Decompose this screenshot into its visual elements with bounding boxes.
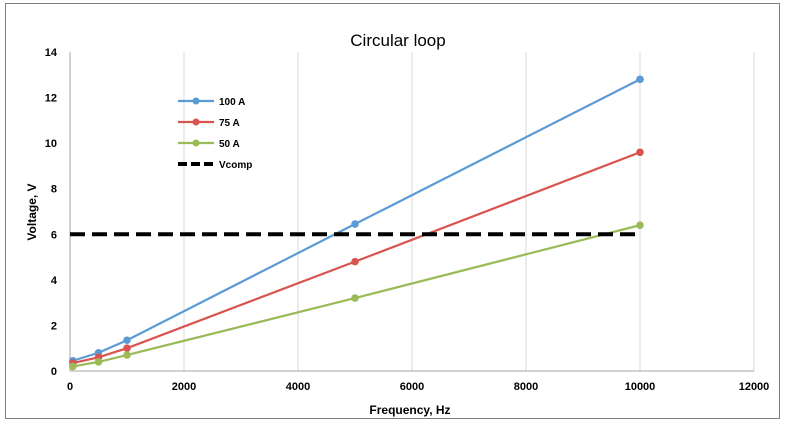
data-point-50-a xyxy=(69,362,77,371)
y-tick-label: 8 xyxy=(51,184,57,196)
data-point-100-a xyxy=(351,220,359,228)
legend-label-50-a: 50 A xyxy=(219,139,240,150)
y-axis-title: Voltage, V xyxy=(25,183,39,240)
y-tick-label: 6 xyxy=(51,229,57,241)
series-line-100-a xyxy=(72,78,641,362)
legend-label-vcomp: Vcomp xyxy=(219,160,252,171)
y-tick-label: 0 xyxy=(51,366,57,378)
x-tick-label: 4000 xyxy=(286,381,310,393)
y-tick-label: 4 xyxy=(51,275,58,287)
x-tick-label: 2000 xyxy=(172,381,196,393)
x-tick-labels: 0 2000 4000 6000 8000 10000 12000 xyxy=(67,381,769,393)
data-point-100-a xyxy=(636,75,644,84)
data-point-75-a xyxy=(123,344,131,353)
legend-marker-50-a xyxy=(192,139,200,147)
y-tick-label: 2 xyxy=(51,320,57,332)
series-line-75-a xyxy=(72,151,641,365)
legend-label-100-a: 100 A xyxy=(219,97,245,108)
grid-lines xyxy=(183,52,755,371)
data-point-50-a xyxy=(351,294,359,302)
y-tick-label: 12 xyxy=(45,93,57,105)
legend-marker-75-a xyxy=(192,118,200,126)
data-point-50-a xyxy=(636,221,644,229)
legend: 100 A 75 A 50 A Vcomp xyxy=(178,97,252,171)
y-tick-label: 10 xyxy=(45,138,57,150)
x-tick-label: 10000 xyxy=(625,381,656,393)
legend-label-75-a: 75 A xyxy=(219,118,240,129)
data-point-50-a xyxy=(123,351,131,359)
x-tick-label: 6000 xyxy=(400,381,424,393)
series-group xyxy=(69,75,644,371)
data-point-75-a xyxy=(351,257,359,266)
axes xyxy=(69,52,754,372)
y-tick-labels: 0 2 4 6 8 10 12 14 xyxy=(45,47,58,378)
chart-title: Circular loop xyxy=(350,31,445,50)
legend-marker-100-a xyxy=(192,97,200,105)
x-tick-label: 8000 xyxy=(514,381,538,393)
y-tick-label: 14 xyxy=(45,47,58,59)
x-tick-label: 12000 xyxy=(739,381,770,393)
x-axis-title: Frequency, Hz xyxy=(369,403,450,417)
data-point-100-a xyxy=(123,336,131,345)
data-point-50-a xyxy=(94,358,103,366)
chart-frame xyxy=(5,3,780,419)
data-point-75-a xyxy=(636,148,644,157)
x-tick-label: 0 xyxy=(67,381,73,393)
